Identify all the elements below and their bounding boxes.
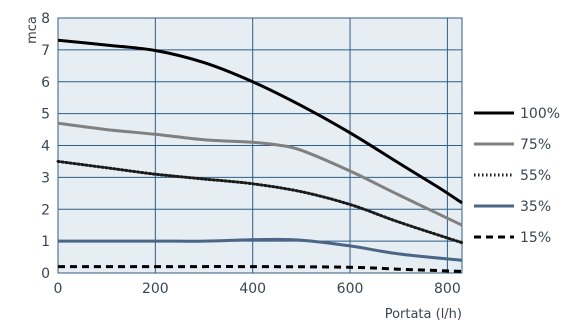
- legend-label-100pct: 100%: [520, 106, 560, 122]
- y-tick-label: 5: [41, 107, 50, 123]
- legend-label-75pct: 75%: [520, 137, 551, 153]
- legend-label-15pct: 15%: [520, 230, 551, 246]
- x-tick-labels: 0 200 400 600 800: [54, 281, 461, 297]
- y-tick-label: 3: [41, 170, 50, 186]
- y-axis-label: mca: [25, 16, 40, 44]
- x-tick-label: 0: [54, 281, 63, 297]
- plot-frame: [57, 17, 463, 274]
- x-tick-label: 400: [239, 281, 266, 297]
- y-tick-label: 7: [41, 43, 50, 59]
- series-line-35pct: [57, 237, 463, 262]
- series-lines: [56, 38, 464, 273]
- series-line-15pct: [57, 265, 463, 273]
- series-line-100pct: [57, 38, 463, 205]
- y-tick-label: 1: [41, 234, 50, 250]
- x-tick-label: 200: [142, 281, 169, 297]
- y-tick-label: 2: [41, 202, 50, 218]
- grid: [57, 17, 463, 274]
- y-tick-label: 6: [41, 75, 50, 91]
- legend-label-35pct: 35%: [520, 199, 551, 215]
- x-tick-label: 800: [434, 281, 461, 297]
- x-tick-label: 600: [337, 281, 364, 297]
- y-tick-labels: 0 1 2 3 4 5 6 7 8: [41, 11, 50, 282]
- y-tick-label: 8: [41, 11, 50, 27]
- x-axis-label: Portata (l/h): [385, 307, 462, 322]
- y-tick-label: 0: [41, 266, 50, 282]
- y-tick-label: 4: [41, 139, 50, 155]
- series-line-75pct: [57, 121, 463, 227]
- legend: 100% 75% 55% 35% 15%: [474, 106, 560, 246]
- legend-label-55pct: 55%: [520, 168, 551, 184]
- series-line-55pct: [56, 159, 464, 245]
